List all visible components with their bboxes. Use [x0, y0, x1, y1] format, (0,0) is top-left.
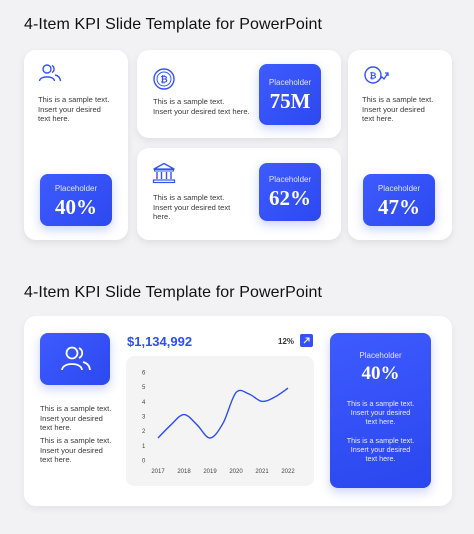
tile-placeholder-label: Placeholder [54, 184, 98, 193]
tile-value: 47% [378, 195, 420, 219]
x-tick-label: 2020 [229, 469, 243, 475]
tile-placeholder-label: Placeholder [268, 175, 312, 184]
arrow-up-right-icon [303, 337, 310, 344]
series-line [157, 387, 289, 439]
x-tick-label: 2018 [177, 469, 191, 475]
x-tick-label: 2019 [203, 469, 217, 475]
tile-text-1: This is a sample text. Insert your desir… [346, 399, 415, 426]
line-chart: 0 1 2 3 4 5 6 2017 2018 2019 2020 2021 2022 [142, 371, 295, 476]
dashboard-left-text-1: This is a sample text. Insert your desir… [40, 404, 112, 433]
tile-placeholder-label: Placeholder [268, 78, 312, 87]
tile-text-2: This is a sample text. Insert your desir… [346, 436, 415, 463]
section2-title: 4-Item KPI Slide Template for PowerPoint [24, 284, 323, 301]
x-tick-label: 2022 [281, 469, 295, 475]
svg-text:₿: ₿ [370, 71, 377, 82]
users-icon [61, 346, 91, 371]
kpi-tile-users: Placeholder 40% [40, 174, 112, 226]
trend-up-badge [300, 334, 313, 347]
kpi-card-users-text: This is a sample text. Insert your desir… [38, 95, 110, 124]
y-tick-label: 2 [142, 429, 146, 435]
bitcoin-icon: ₿ [153, 68, 175, 90]
y-tick-label: 1 [142, 444, 146, 450]
y-tick-label: 6 [142, 371, 146, 377]
total-amount: $1,134,992 [127, 334, 193, 349]
dashboard-left-text-2: This is a sample text. Insert your desir… [40, 436, 112, 465]
tile-value: 62% [269, 186, 311, 210]
y-tick-label: 3 [142, 415, 146, 421]
users-tile [40, 333, 110, 385]
y-tick-label: 0 [142, 459, 146, 465]
y-tick-label: 4 [142, 400, 146, 406]
x-tick-label: 2021 [255, 469, 269, 475]
kpi-card-bitcoin-growth-text: This is a sample text. Insert your desir… [362, 95, 434, 124]
x-tick-label: 2017 [151, 469, 165, 475]
kpi-big-tile: Placeholder 40% This is a sample text. I… [330, 333, 431, 488]
kpi-tile-bitcoin: Placeholder 75M [259, 64, 321, 125]
tile-value: 75M [269, 89, 311, 113]
change-percent: 12% [278, 337, 295, 346]
tile-placeholder-label: Placeholder [377, 184, 421, 193]
kpi-card-bitcoin-text: This is a sample text. Insert your desir… [153, 97, 250, 116]
tile-value: 40% [361, 363, 400, 384]
users-icon [38, 64, 62, 82]
tile-placeholder-label: Placeholder [359, 351, 402, 360]
section1-title: 4-Item KPI Slide Template for PowerPoint [24, 16, 323, 33]
y-tick-label: 5 [142, 385, 146, 391]
line-chart-container: 0 1 2 3 4 5 6 2017 2018 2019 2020 2021 2022 [126, 356, 314, 486]
kpi-tile-bank: Placeholder 62% [259, 163, 321, 221]
kpi-card-bank-text: This is a sample text. Insert your desir… [153, 193, 231, 222]
bank-icon [152, 162, 176, 184]
tile-value: 40% [55, 195, 97, 219]
kpi-tile-bitcoin-growth: Placeholder 47% [363, 174, 435, 226]
bitcoin-growth-icon: ₿ [364, 66, 389, 84]
svg-text:₿: ₿ [160, 75, 167, 86]
